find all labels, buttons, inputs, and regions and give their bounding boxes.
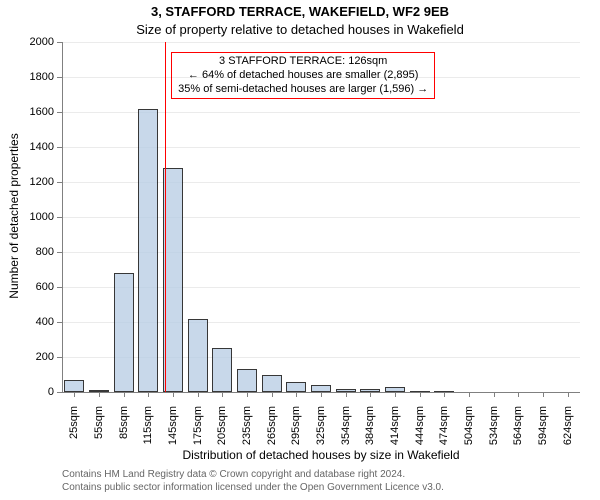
histogram-bar (286, 382, 306, 393)
histogram-bar (212, 348, 232, 392)
xtick-label: 384sqm (364, 406, 376, 500)
property-marker-line (165, 42, 166, 392)
histogram-bar (138, 109, 158, 393)
xtick-label: 474sqm (438, 406, 450, 500)
xtick-label: 354sqm (340, 406, 352, 500)
xtick-label: 205sqm (216, 406, 228, 500)
xtick-label: 265sqm (266, 406, 278, 500)
histogram-bar (64, 380, 84, 392)
ytick-label: 800 (0, 246, 54, 258)
xtick-label: 25sqm (68, 406, 80, 500)
ytick-label: 200 (0, 351, 54, 363)
annotation-line-2: ← 64% of detached houses are smaller (2,… (178, 69, 428, 83)
ytick-label: 1200 (0, 176, 54, 188)
xtick-label: 624sqm (562, 406, 574, 500)
histogram-bar (114, 273, 134, 392)
histogram-bar (311, 385, 331, 392)
y-axis-line (62, 42, 63, 392)
ytick-label: 1400 (0, 141, 54, 153)
gridline (62, 77, 580, 78)
chart-container: { "title": { "line1": "3, STAFFORD TERRA… (0, 0, 600, 500)
annotation-line-3: 35% of semi-detached houses are larger (… (178, 83, 428, 97)
xtick-label: 564sqm (512, 406, 524, 500)
xtick-label: 115sqm (142, 406, 154, 500)
chart-subtitle: Size of property relative to detached ho… (0, 22, 600, 37)
xtick-label: 444sqm (414, 406, 426, 500)
ytick-label: 400 (0, 316, 54, 328)
xtick-label: 235sqm (241, 406, 253, 500)
ytick-label: 1000 (0, 211, 54, 223)
histogram-bar (188, 319, 208, 393)
xtick-label: 594sqm (537, 406, 549, 500)
gridline (62, 42, 580, 43)
x-axis-line (62, 392, 580, 393)
histogram-bar (237, 369, 257, 392)
xtick-label: 295sqm (290, 406, 302, 500)
histogram-bar (262, 375, 282, 393)
ytick-label: 2000 (0, 36, 54, 48)
xtick-label: 325sqm (315, 406, 327, 500)
xtick-label: 55sqm (93, 406, 105, 500)
xtick-label: 414sqm (389, 406, 401, 500)
xtick-label: 175sqm (192, 406, 204, 500)
marker-annotation: 3 STAFFORD TERRACE: 126sqm ← 64% of deta… (171, 52, 435, 99)
xtick-label: 85sqm (118, 406, 130, 500)
xtick-label: 534sqm (488, 406, 500, 500)
ytick-label: 1800 (0, 71, 54, 83)
xtick-label: 504sqm (463, 406, 475, 500)
annotation-line-1: 3 STAFFORD TERRACE: 126sqm (178, 55, 428, 69)
ytick-label: 600 (0, 281, 54, 293)
ytick-label: 0 (0, 386, 54, 398)
xtick-label: 145sqm (167, 406, 179, 500)
chart-title-address: 3, STAFFORD TERRACE, WAKEFIELD, WF2 9EB (0, 4, 600, 19)
ytick-label: 1600 (0, 106, 54, 118)
